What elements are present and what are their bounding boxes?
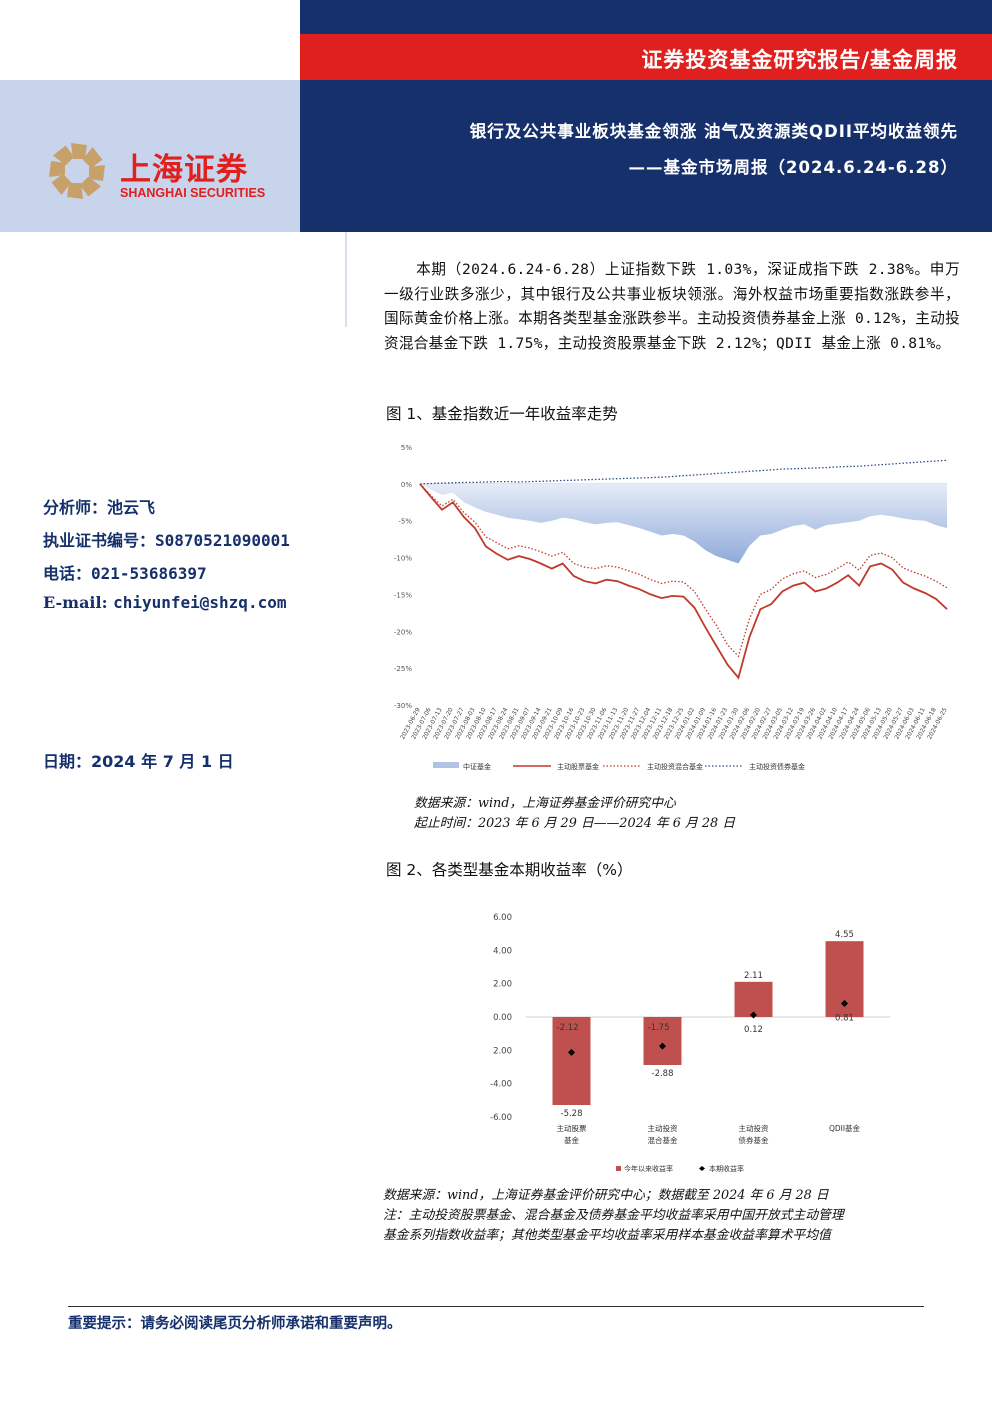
bar <box>552 1017 591 1105</box>
report-title: 银行及公共事业板块基金领涨 油气及资源类QDII平均收益领先 <box>469 122 958 141</box>
y-tick-label: -20% <box>394 628 412 636</box>
marker-value-label: -2.12 <box>557 1023 579 1033</box>
figure1-source: 数据来源：wind，上海证券基金评价研究中心 起止时间：2023 年 6 月 2… <box>414 794 735 834</box>
bar-value-label: 2.11 <box>744 971 763 981</box>
logo-english-name: SHANGHAI SECURITIES <box>120 186 266 200</box>
fund-index-line-chart: 5%0%-5%-10%-15%-20%-25%-30%2023-06-29202… <box>394 444 949 771</box>
report-category: 证券投资基金研究报告/基金周报 <box>641 48 958 72</box>
header-top-band <box>300 0 992 34</box>
x-tick-label: 主动投资 <box>648 1123 678 1133</box>
fund-return-bar-chart: 6.00 4.00 2.00 0.00 2.00 -4.00 -6.00 -5.28 -2.88… <box>490 913 890 1173</box>
bar-value-label: -5.28 <box>561 1109 583 1119</box>
y-tick-label: 2.00 <box>493 1046 512 1056</box>
footer-disclaimer: 重要提示：请务必阅读尾页分析师承诺和重要声明。 <box>68 1316 402 1332</box>
y-tick-label: 2.00 <box>493 980 512 990</box>
report-category-band: 证券投资基金研究报告/基金周报 <box>300 34 992 80</box>
x-tick-label: 债券基金 <box>739 1135 769 1145</box>
x-tick-label: QDII基金 <box>829 1123 861 1133</box>
summary-paragraph: 本期（2024.6.24-6.28）上证指数下跌 1.03%，深证成指下跌 2.… <box>384 258 960 356</box>
marker-value-label: -1.75 <box>648 1023 670 1033</box>
y-tick-label: -6.00 <box>490 1113 512 1123</box>
summary-text: 本期（2024.6.24-6.28）上证指数下跌 1.03%，深证成指下跌 2.… <box>384 261 960 352</box>
date-value: 2024 年 7 月 1 日 <box>91 752 234 771</box>
bar <box>734 981 773 1017</box>
email-label: E-mail: <box>43 593 108 612</box>
analyst-name: 分析师：池云飞 <box>43 494 155 518</box>
marker-value-label: 0.12 <box>744 1025 763 1035</box>
y-tick-label: -30% <box>394 702 412 710</box>
x-tick-label: 主动股票 <box>557 1123 587 1133</box>
series-line-主动投资债券基金 <box>419 459 948 485</box>
y-tick-label: -25% <box>394 665 412 673</box>
figure1-source-text: 数据来源：wind，上海证券基金评价研究中心 <box>414 796 676 811</box>
legend-label: 主动投资混合基金 <box>647 762 703 771</box>
report-subtitle: ——基金市场周报（2024.6.24-6.28） <box>628 158 958 177</box>
bar-value-label: 4.55 <box>835 930 854 940</box>
legend-label: 主动投资债券基金 <box>749 762 805 771</box>
phone-label: 电话： <box>43 564 92 583</box>
divider <box>345 232 347 327</box>
y-tick-label: -15% <box>394 591 412 599</box>
cert-value: S0870521090001 <box>155 531 290 550</box>
figure2-notes: 数据来源：wind，上海证券基金评价研究中心；数据截至 2024 年 6 月 2… <box>383 1186 844 1246</box>
series-area-中证基金 <box>420 483 947 564</box>
x-tick-label: 混合基金 <box>648 1135 678 1145</box>
logo-panel <box>0 80 300 232</box>
legend-label: 中证基金 <box>463 762 491 771</box>
legend-label: 本期收益率 <box>709 1164 744 1173</box>
marker-point <box>750 1011 757 1019</box>
phone-value: 021-53686397 <box>91 564 207 583</box>
analyst-email: E-mail: chiyunfei@shzq.com <box>43 593 286 612</box>
series-line-主动股票基金 <box>419 483 948 680</box>
legend-swatch <box>616 1166 621 1171</box>
figure2-source-text: 数据来源：wind，上海证券基金评价研究中心；数据截至 2024 年 6 月 2… <box>383 1188 829 1203</box>
report-date: 日期：2024 年 7 月 1 日 <box>43 748 234 772</box>
analyst-cert: 执业证书编号：S0870521090001 <box>43 527 290 551</box>
y-tick-label: 6.00 <box>493 913 512 923</box>
report-title-block: 银行及公共事业板块基金领涨 油气及资源类QDII平均收益领先 ——基金市场周报（… <box>300 80 992 232</box>
y-tick-label: -5% <box>398 518 412 526</box>
legend-swatch <box>699 1166 705 1171</box>
shanghai-securities-logo-icon <box>49 143 105 199</box>
footer-divider <box>68 1306 924 1307</box>
marker-point <box>659 1042 666 1050</box>
figure1-period-text: 起止时间：2023 年 6 月 29 日——2024 年 6 月 28 日 <box>414 816 736 831</box>
legend-label: 主动股票基金 <box>557 762 599 771</box>
figure2-note-line2: 基金系列指数收益率；其他类型基金平均收益率采用样本基金收益率算术平均值 <box>383 1228 831 1243</box>
analyst-name-label: 分析师： <box>43 498 108 517</box>
figure1-title: 图 1、基金指数近一年收益率走势 <box>386 405 618 423</box>
y-tick-label: 5% <box>401 444 412 452</box>
analyst-phone: 电话：021-53686397 <box>43 560 207 584</box>
marker-value-label: 0.81 <box>835 1014 854 1024</box>
x-tick-label: 主动投资 <box>739 1123 769 1133</box>
marker-point <box>841 1000 848 1007</box>
legend-label: 今年以来收益率 <box>624 1164 673 1173</box>
date-label: 日期： <box>43 752 92 771</box>
series-line-主动投资混合基金 <box>419 483 948 658</box>
y-tick-label: 0% <box>401 481 412 489</box>
analyst-name-value: 池云飞 <box>107 498 156 517</box>
marker-point <box>568 1048 575 1056</box>
figure2-note-line1: 注：主动投资股票基金、混合基金及债券基金平均收益率采用中国开放式主动管理 <box>383 1208 844 1223</box>
email-link[interactable]: chiyunfei@shzq.com <box>113 593 287 612</box>
y-tick-label: -4.00 <box>490 1080 512 1090</box>
figure2-title: 图 2、各类型基金本期收益率（%） <box>386 861 633 879</box>
logo-chinese-name: 上海证券 <box>120 152 248 188</box>
bar <box>643 1017 682 1065</box>
bar-value-label: -2.88 <box>652 1069 674 1079</box>
y-tick-label: -10% <box>394 555 412 563</box>
legend-swatch <box>433 762 459 768</box>
y-tick-label: 0.00 <box>493 1013 512 1023</box>
x-tick-label: 基金 <box>564 1135 579 1145</box>
y-tick-label: 4.00 <box>493 946 512 956</box>
cert-label: 执业证书编号： <box>43 531 156 550</box>
